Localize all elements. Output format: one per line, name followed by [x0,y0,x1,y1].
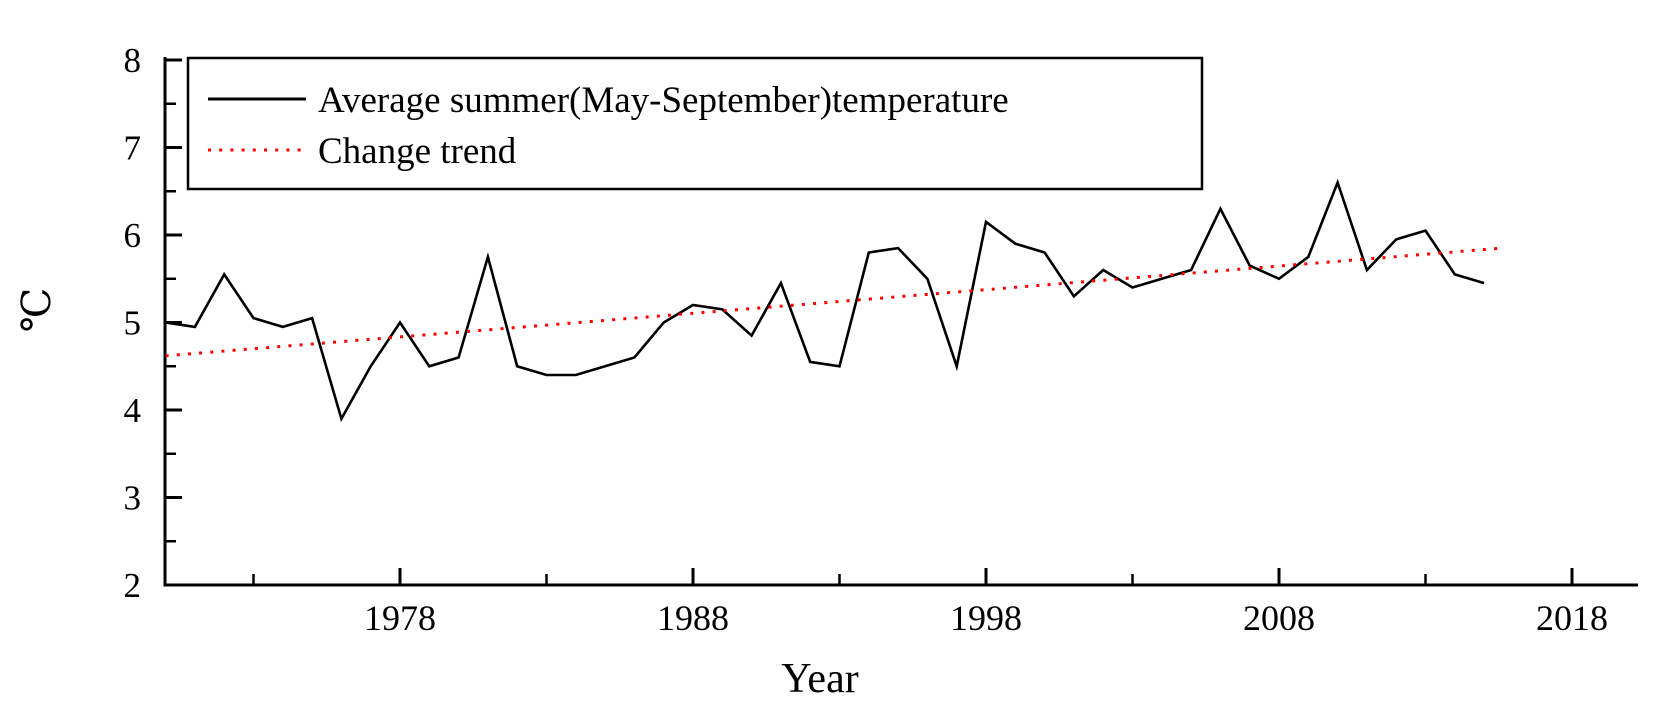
y-tick-label: 7 [124,129,142,168]
legend: Average summer(May-September)temperature… [186,56,1204,191]
y-tick-label: 5 [124,304,142,343]
axes-layer: 2 3 4 5 6 7 8 1978 1988 1998 2008 2018 [124,41,1638,638]
y-tick-label: 3 [124,479,142,518]
y-tick-label: 2 [124,566,142,605]
trend-series-line [165,246,1502,358]
legend-label-trend: Change trend [318,131,517,172]
legend-label-temperature: Average summer(May-September)temperature [318,80,1009,121]
y-tick-label: 8 [124,41,142,80]
x-tick-label: 1998 [950,598,1022,638]
y-axis-title: ℃ [14,288,59,333]
series-layer [165,178,1502,423]
y-tick-label: 6 [124,216,142,255]
x-tick-label: 1978 [364,598,436,638]
x-tick-label: 2018 [1536,598,1608,638]
temperature-series-line [165,178,1485,423]
x-tick-label: 1988 [657,598,729,638]
x-tick-label: 2008 [1243,598,1315,638]
y-tick-label: 4 [124,391,142,430]
x-axis-title: Year [781,656,858,702]
legend-box [186,56,1204,191]
